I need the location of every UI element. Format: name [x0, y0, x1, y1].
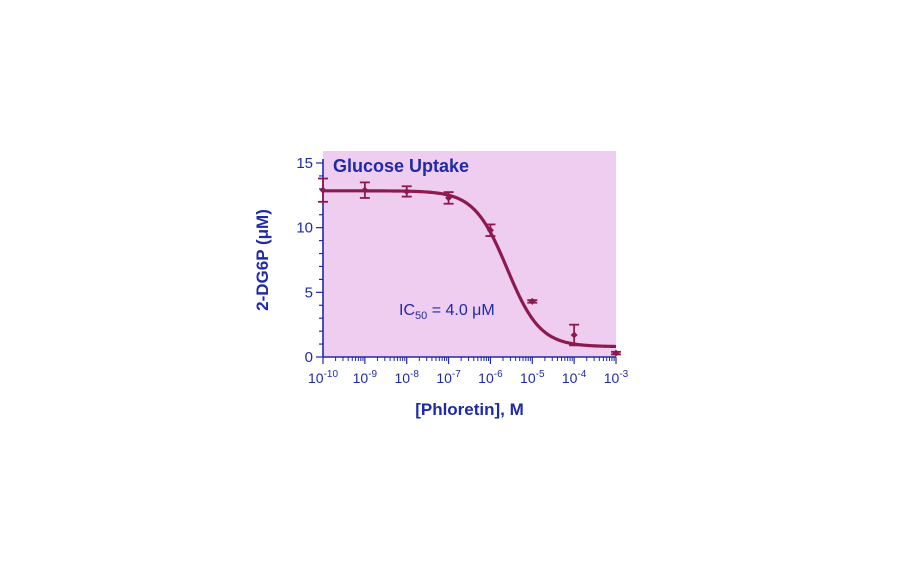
x-tick-label: 10-7 — [436, 369, 461, 386]
x-axis-title: [Phloretin], M — [415, 400, 524, 419]
x-tick-label: 10-10 — [308, 369, 338, 386]
x-tick-label: 10-3 — [604, 369, 629, 386]
data-point — [319, 186, 327, 194]
data-point — [528, 297, 536, 305]
chart-title: Glucose Uptake — [333, 156, 469, 176]
x-tick-label: 10-9 — [353, 369, 378, 386]
data-point — [612, 349, 620, 357]
y-tick-label: 15 — [296, 155, 313, 172]
x-tick-label: 10-5 — [520, 369, 545, 386]
y-tick-label: 10 — [296, 220, 313, 237]
fit-curve — [322, 189, 617, 349]
y-tick-label: 0 — [305, 349, 313, 366]
y-axis-title: 2-DG6P (μM) — [253, 209, 272, 311]
data-point — [403, 187, 411, 195]
x-tick-label: 10-8 — [394, 369, 419, 386]
y-tick-label: 5 — [305, 284, 313, 301]
x-tick-label: 10-6 — [478, 369, 503, 386]
x-tick-label: 10-4 — [562, 369, 587, 386]
data-point — [486, 226, 494, 234]
ic50-annotation: IC50 = 4.0 μM — [399, 302, 495, 322]
data-point — [445, 194, 453, 202]
data-point — [361, 186, 369, 194]
plot-area — [323, 151, 616, 357]
data-point — [570, 331, 578, 339]
